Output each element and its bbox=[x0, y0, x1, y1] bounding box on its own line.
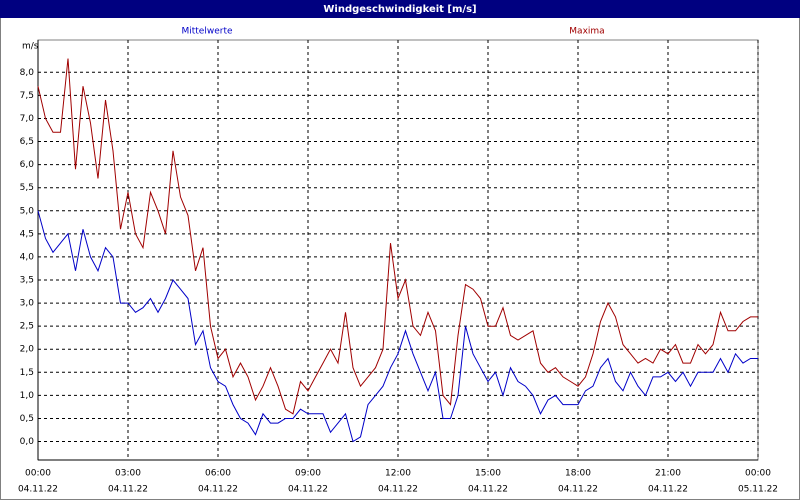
x-tick-date: 04.11.22 bbox=[108, 485, 148, 495]
y-tick-label: 4,5 bbox=[20, 229, 34, 239]
x-tick-date: 04.11.22 bbox=[648, 485, 688, 495]
y-tick-label: 7,5 bbox=[20, 91, 34, 101]
x-tick-label: 09:00 bbox=[295, 469, 321, 479]
y-tick-label: 0,0 bbox=[20, 437, 35, 447]
y-tick-label: 1,0 bbox=[20, 391, 35, 401]
x-tick-label: 00:00 bbox=[25, 469, 51, 479]
y-tick-label: 2,5 bbox=[20, 322, 34, 332]
x-tick-label: 12:00 bbox=[385, 469, 411, 479]
y-tick-label: 5,0 bbox=[20, 206, 35, 216]
x-tick-date: 04.11.22 bbox=[18, 485, 58, 495]
x-tick-label: 03:00 bbox=[115, 469, 141, 479]
x-tick-label: 18:00 bbox=[565, 469, 591, 479]
y-tick-label: 0,5 bbox=[20, 414, 34, 424]
chart-title: Windgeschwindigkeit [m/s] bbox=[323, 4, 476, 15]
y-tick-label: 6,5 bbox=[20, 137, 34, 147]
x-tick-date: 04.11.22 bbox=[288, 485, 328, 495]
y-tick-label: 1,5 bbox=[20, 368, 34, 378]
series-line bbox=[37, 58, 758, 415]
x-tick-label: 00:00 bbox=[745, 469, 771, 479]
x-tick-label: 21:00 bbox=[655, 469, 681, 479]
title-bar bbox=[0, 0, 800, 18]
y-tick-label: 3,5 bbox=[20, 276, 34, 286]
x-tick-label: 06:00 bbox=[205, 469, 231, 479]
y-tick-label: 6,0 bbox=[20, 160, 35, 170]
y-tick-label: 4,0 bbox=[20, 252, 35, 262]
x-tick-date: 05.11.22 bbox=[738, 485, 778, 495]
y-unit: m/s bbox=[22, 42, 39, 52]
x-tick-label: 15:00 bbox=[475, 469, 501, 479]
y-tick-label: 8,0 bbox=[20, 68, 35, 78]
y-tick-label: 7,0 bbox=[20, 114, 35, 124]
legend-label: Maxima bbox=[569, 27, 604, 37]
x-tick-date: 04.11.22 bbox=[198, 485, 238, 495]
y-tick-label: 5,5 bbox=[20, 183, 34, 193]
y-tick-label: 2,0 bbox=[20, 345, 35, 355]
x-tick-date: 04.11.22 bbox=[468, 485, 508, 495]
x-tick-date: 04.11.22 bbox=[378, 485, 418, 495]
series-line bbox=[37, 210, 758, 443]
y-tick-label: 3,0 bbox=[20, 299, 35, 309]
legend-label: Mittelwerte bbox=[181, 27, 232, 37]
x-tick-date: 04.11.22 bbox=[558, 485, 598, 495]
